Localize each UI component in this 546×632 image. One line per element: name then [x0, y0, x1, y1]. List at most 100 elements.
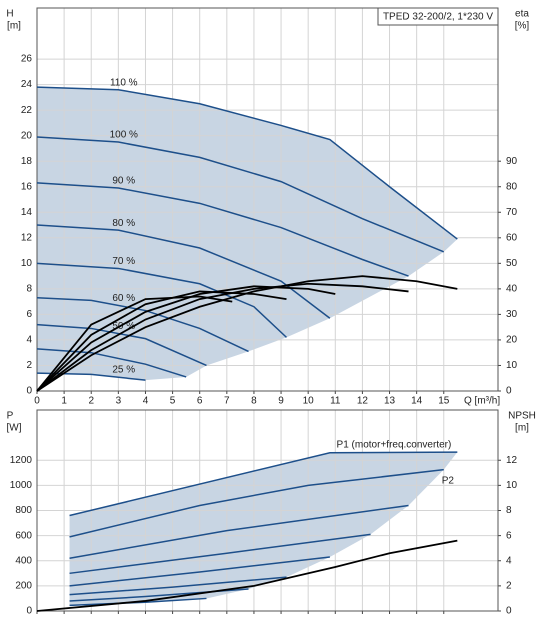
y2-tick-label: 50: [506, 258, 518, 269]
curve: [69, 597, 207, 607]
y-axis-label: P: [7, 411, 14, 422]
y-tick-label: 20: [21, 130, 33, 141]
curve: [69, 451, 458, 517]
y-axis-label: H: [6, 9, 13, 20]
y2-tick-label: 90: [506, 156, 518, 167]
y2-axis-unit: [m]: [515, 423, 529, 434]
y2-axis-unit: [%]: [515, 21, 530, 32]
x-tick-label: 9: [278, 396, 284, 407]
curve-label: 100 %: [110, 130, 138, 141]
y2-tick-label: 20: [506, 335, 518, 346]
y2-tick-label: 70: [506, 207, 518, 218]
x-tick-label: 4: [143, 396, 149, 407]
curve: [69, 556, 330, 587]
legend-label: P2: [442, 475, 455, 486]
x-tick-label: 1: [61, 396, 67, 407]
y-tick-label: 14: [21, 207, 33, 218]
curve: [36, 297, 249, 353]
y2-axis-label: eta: [515, 9, 529, 20]
y-tick-label: 400: [15, 555, 32, 566]
x-tick-label: 14: [411, 396, 423, 407]
y-tick-label: 12: [21, 232, 33, 243]
curve-label: 80 %: [112, 218, 135, 229]
y2-tick-label: 10: [506, 360, 518, 371]
x-tick-label: 11: [330, 396, 341, 407]
x-tick-label: 12: [357, 396, 369, 407]
legend-label: P1 (motor+freq.converter): [337, 440, 452, 451]
y-tick-label: 16: [21, 181, 33, 192]
curve: [36, 224, 331, 319]
secondary-curve: [36, 275, 458, 392]
y2-tick-label: 8: [506, 505, 512, 516]
y-tick-label: 200: [15, 581, 32, 592]
y-tick-label: 0: [26, 386, 32, 397]
y2-tick-label: 60: [506, 232, 518, 243]
y2-axis-label: NPSH: [508, 411, 536, 422]
y-tick-label: 1200: [10, 455, 33, 466]
y-tick-label: 10: [21, 258, 33, 269]
x-tick-label: 8: [251, 396, 257, 407]
y-tick-label: 0: [26, 606, 32, 617]
plot-frame: [36, 409, 499, 612]
x-tick-label: 7: [224, 396, 230, 407]
y2-tick-label: 80: [506, 181, 518, 192]
y-tick-label: 4: [26, 335, 32, 346]
curve-label: 50 %: [112, 321, 135, 332]
x-tick-label: 6: [197, 396, 203, 407]
curve: [36, 182, 409, 277]
curve-label: 25 %: [112, 364, 135, 375]
secondary-curve: [36, 539, 458, 612]
x-tick-label: 5: [170, 396, 176, 407]
annotation-box: [377, 7, 499, 26]
x-axis-label: Q [m³/h]: [464, 396, 500, 407]
curve: [69, 468, 444, 538]
x-tick-label: 2: [88, 396, 94, 407]
y2-tick-label: 10: [506, 480, 518, 491]
secondary-curve: [36, 285, 336, 392]
y-tick-label: 26: [21, 54, 33, 65]
operating-range: [37, 87, 458, 381]
y-tick-label: 800: [15, 505, 32, 516]
y-tick-label: 22: [21, 105, 33, 116]
x-tick-label: 13: [384, 396, 396, 407]
curve: [69, 576, 287, 596]
y2-tick-label: 0: [506, 606, 512, 617]
y2-tick-label: 2: [506, 581, 512, 592]
plot-frame: [36, 7, 499, 392]
y-tick-label: 1000: [10, 480, 33, 491]
curve: [36, 262, 287, 338]
y2-tick-label: 0: [506, 386, 512, 397]
curve: [36, 86, 458, 240]
curve: [69, 504, 409, 559]
y-tick-label: 2: [26, 360, 32, 371]
curve: [69, 533, 371, 575]
curve: [36, 348, 187, 378]
y-tick-label: 24: [21, 79, 33, 90]
y2-tick-label: 6: [506, 530, 512, 541]
curve: [36, 323, 207, 367]
y-tick-label: 600: [15, 530, 32, 541]
curve-label: 70 %: [112, 256, 135, 267]
curve-label: 110 %: [110, 77, 138, 88]
y-tick-label: 18: [21, 156, 33, 167]
annotation: TPED 32-200/2, 1*230 V: [383, 12, 493, 23]
y2-tick-label: 40: [506, 284, 518, 295]
secondary-curve: [36, 295, 233, 392]
y-tick-label: 8: [26, 284, 32, 295]
x-tick-label: 10: [303, 396, 315, 407]
y2-tick-label: 4: [506, 555, 512, 566]
x-tick-label: 15: [438, 396, 450, 407]
curve: [36, 136, 445, 253]
y2-tick-label: 30: [506, 309, 518, 320]
y-tick-label: 6: [26, 309, 32, 320]
x-tick-label: 0: [34, 396, 40, 407]
curve-label: 90 %: [112, 176, 135, 187]
y-axis-unit: [m]: [7, 21, 21, 32]
secondary-curve: [36, 282, 409, 392]
y-axis-unit: [W]: [7, 423, 22, 434]
operating-range: [69, 452, 458, 606]
x-tick-label: 3: [116, 396, 122, 407]
y2-tick-label: 12: [506, 455, 518, 466]
